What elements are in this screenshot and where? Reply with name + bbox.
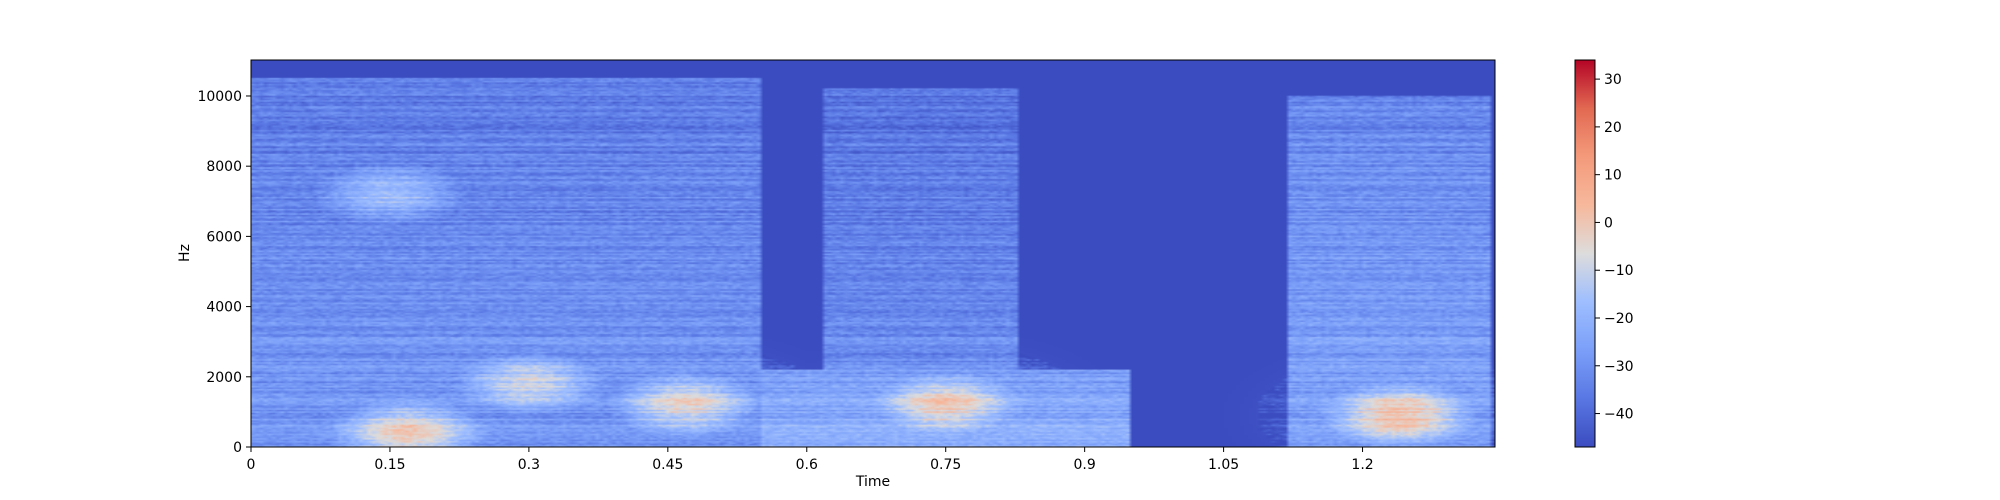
x-tick-label: 0.45 — [652, 457, 683, 473]
x-tick-label: 1.05 — [1208, 457, 1239, 473]
x-tick-label: 0.9 — [1074, 457, 1096, 473]
plot-frame — [250, 59, 1496, 448]
x-tick-label: 1.2 — [1351, 457, 1373, 473]
x-tick-label: 0.75 — [930, 457, 961, 473]
x-axis-label: Time — [855, 474, 890, 490]
y-tick-label: 8000 — [206, 159, 242, 175]
colorbar: −40 −30 −20 −10 0 10 20 30 — [1574, 59, 1634, 448]
x-tick-label: 0 — [247, 457, 256, 473]
colorbar-tick-label: −30 — [1604, 359, 1634, 375]
y-tick-label: 2000 — [206, 370, 242, 386]
y-tick-label: 4000 — [206, 300, 242, 316]
colorbar-tick-label: −10 — [1604, 263, 1634, 279]
colorbar-tick-label: 30 — [1604, 72, 1622, 88]
spectrogram-heatmap — [251, 60, 1495, 447]
colorbar-tick-label: −40 — [1604, 407, 1634, 423]
colorbar-gradient — [1574, 59, 1596, 448]
y-tick-label: 0 — [233, 440, 242, 456]
x-tick-label: 0.15 — [374, 457, 405, 473]
colorbar-tick-label: 20 — [1604, 120, 1622, 136]
x-tick-label: 0.6 — [796, 457, 818, 473]
plot-area — [250, 59, 1496, 448]
y-tick-label: 6000 — [206, 229, 242, 245]
colorbar-tick-label: 10 — [1604, 168, 1622, 184]
x-tick-label: 0.3 — [518, 457, 540, 473]
y-axis-label: Hz — [177, 244, 193, 262]
y-axis: 0 2000 4000 6000 8000 10000 — [197, 89, 251, 456]
colorbar-tick-label: 0 — [1604, 215, 1613, 231]
colorbar-ticks: −40 −30 −20 −10 0 10 20 30 — [1595, 72, 1634, 423]
x-axis: 0 0.15 0.3 0.45 0.6 0.75 0.9 1.05 1.2 — [247, 447, 1374, 473]
y-tick-label: 10000 — [197, 89, 242, 105]
colorbar-tick-label: −20 — [1604, 311, 1634, 327]
